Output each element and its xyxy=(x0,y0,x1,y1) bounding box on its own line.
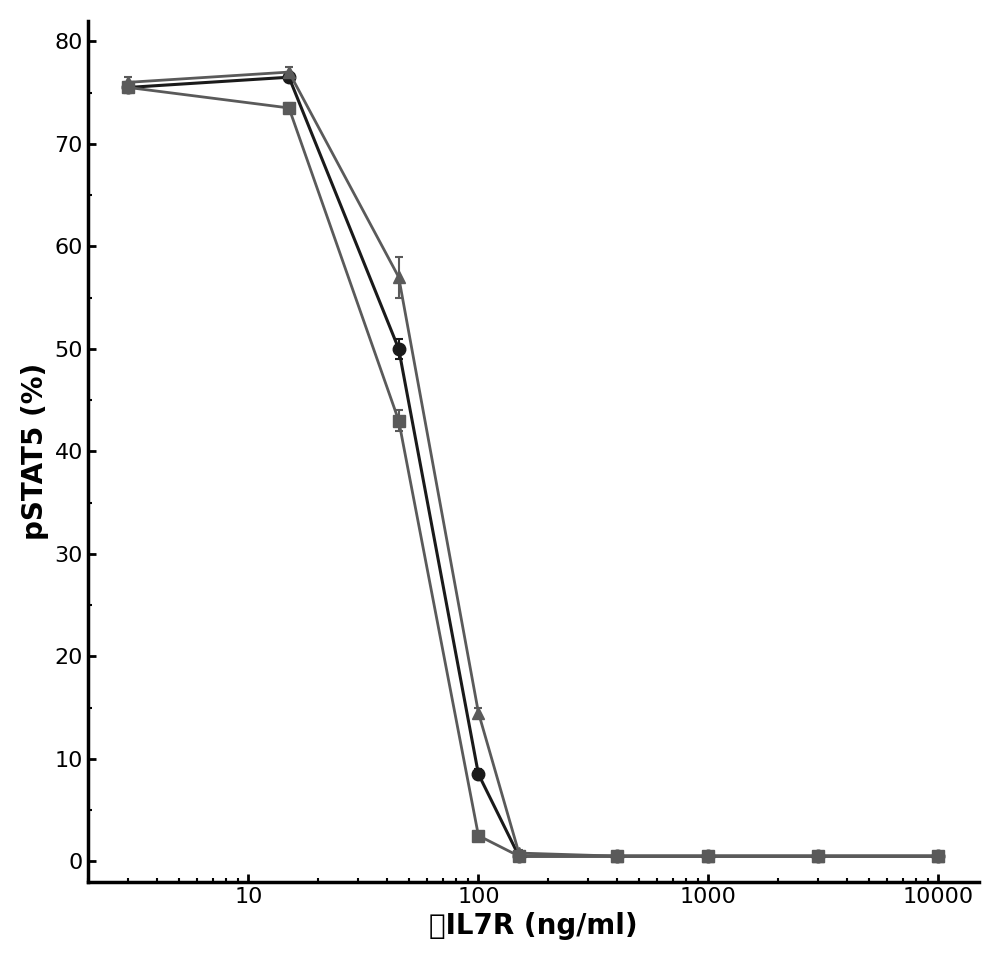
Y-axis label: pSTAT5 (%): pSTAT5 (%) xyxy=(21,362,49,540)
X-axis label: 抗IL7R (ng/ml): 抗IL7R (ng/ml) xyxy=(429,912,638,940)
